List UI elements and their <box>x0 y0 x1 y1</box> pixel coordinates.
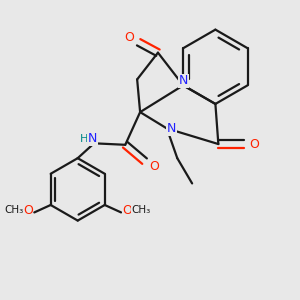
Text: N: N <box>88 132 97 146</box>
Text: CH₃: CH₃ <box>132 205 151 215</box>
Text: O: O <box>23 203 33 217</box>
Text: O: O <box>124 31 134 44</box>
Text: N: N <box>178 74 188 87</box>
Text: H: H <box>80 134 88 144</box>
Text: O: O <box>149 160 159 173</box>
Text: N: N <box>167 122 176 135</box>
Text: O: O <box>123 203 133 217</box>
Text: CH₃: CH₃ <box>4 205 24 215</box>
Text: O: O <box>249 138 259 151</box>
